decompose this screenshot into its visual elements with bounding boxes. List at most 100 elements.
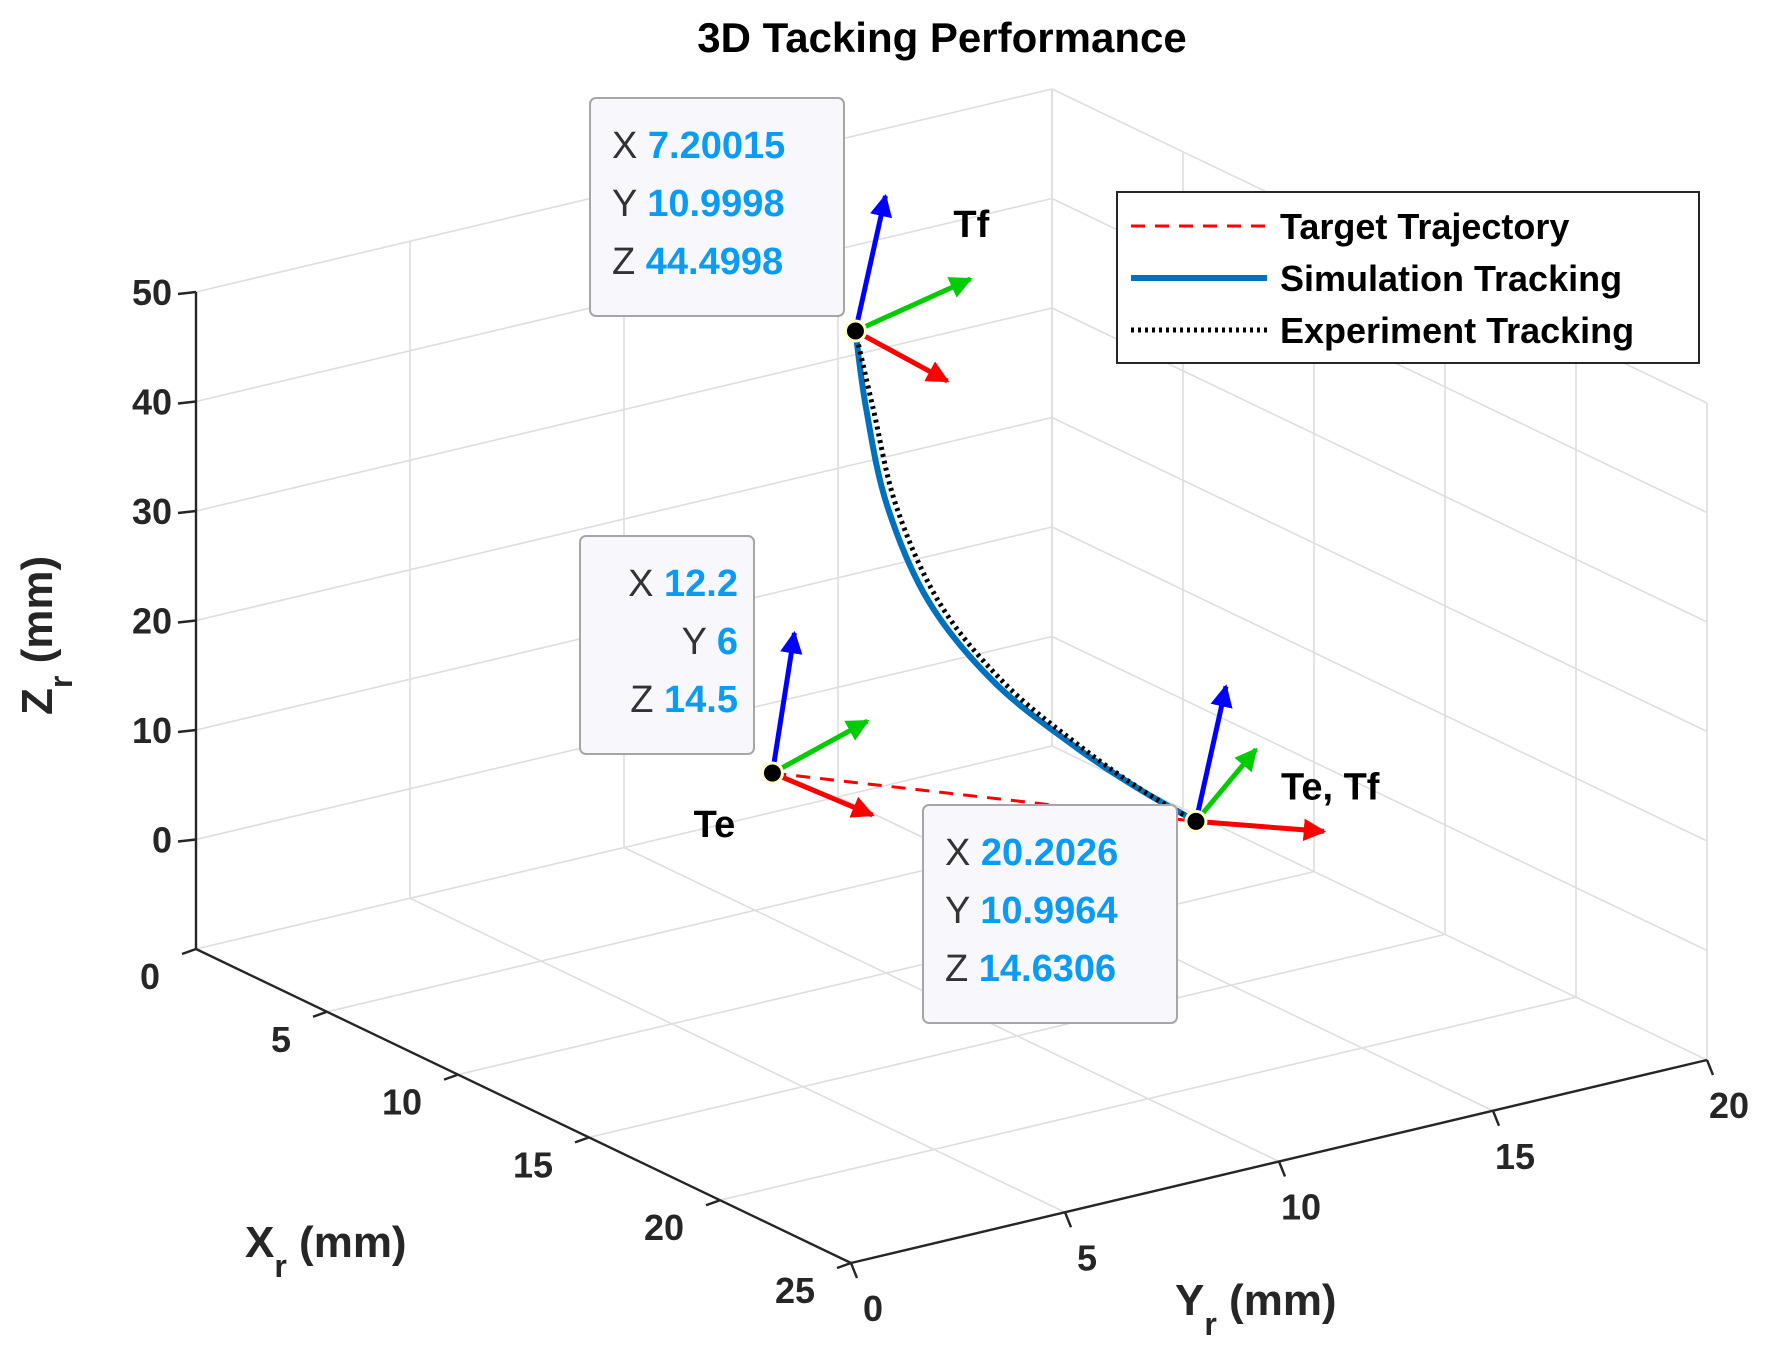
z-tick-label: 20: [132, 601, 172, 642]
x-tick-label: 0: [140, 956, 160, 997]
z-axis-label: Zr (mm): [13, 556, 79, 715]
datatip-box: [922, 804, 1178, 1024]
y-tick-label: 15: [1495, 1136, 1535, 1177]
z-axis-label-unit: (mm): [13, 556, 62, 676]
frame-y-arrow: [771, 718, 870, 776]
y-tick-mark: [1705, 1059, 1715, 1076]
y-axis-label-main: Y: [1175, 1276, 1204, 1325]
x-axis-label-main: X: [245, 1218, 274, 1267]
x-axis-label-sub: r: [274, 1248, 286, 1284]
series-line-simulation-tracking: [852, 330, 1198, 825]
z-tick-mark: [177, 838, 197, 843]
y-axis-label-sub: r: [1204, 1306, 1216, 1342]
z-tick-label: 10: [132, 710, 172, 751]
x-tick-label: 10: [382, 1082, 422, 1123]
x-axis-label-unit: (mm): [287, 1218, 407, 1267]
frames-group: Tf Te Te, Tf: [694, 193, 1380, 846]
frame-label: Tf: [953, 204, 989, 246]
z-tick-label: 30: [132, 491, 172, 532]
y-tick-mark: [1491, 1110, 1501, 1127]
datatip-box: [579, 535, 755, 755]
x-tick-mark: [181, 947, 197, 956]
grid-line: [195, 416, 1053, 622]
datatip-value: 20.2026: [981, 832, 1118, 874]
datatip-value: 44.4998: [646, 241, 783, 283]
grid-line: [1051, 416, 1708, 733]
z-tick-mark: [177, 400, 197, 405]
datatip-key: Z: [612, 241, 646, 283]
datatip-key: X: [612, 125, 648, 167]
series-group: [772, 330, 1198, 825]
datatip-value: 14.6306: [979, 948, 1116, 990]
legend: Target Trajectory Simulation Tracking Ex…: [1116, 191, 1700, 364]
frame-2: Te, Tf: [1184, 684, 1380, 842]
z-tick-label: 0: [152, 820, 172, 861]
z-axis-label-main: Z: [13, 688, 62, 715]
datatip-key: X: [945, 832, 981, 874]
legend-label-target: Target Trajectory: [1280, 206, 1569, 247]
grid-line: [1051, 745, 1708, 1061]
datatip-value: 14.5: [664, 679, 738, 721]
datatip-1: X 12.2 Y 6 Z 14.5: [579, 535, 755, 755]
datatip-row: X 7.20015: [612, 125, 785, 167]
legend-label-simulation: Simulation Tracking: [1280, 258, 1622, 299]
datatip-row: Z 14.6306: [945, 948, 1116, 990]
y-tick-mark: [849, 1262, 859, 1279]
series-line-experiment-tracking: [852, 330, 1198, 824]
datatip-value: 12.2: [664, 563, 738, 605]
frame-label: Te: [694, 804, 736, 846]
y-tick-label: 0: [863, 1288, 883, 1329]
datatip-row: X 12.2: [628, 563, 738, 605]
y-axis-label: Yr (mm): [1175, 1276, 1337, 1342]
y-tick-label: 20: [1709, 1085, 1749, 1126]
frame-z-arrow: [769, 630, 803, 774]
frame-point-marker: [843, 319, 867, 343]
x-tick-label: 25: [775, 1270, 815, 1311]
x-tick-label: 5: [271, 1019, 291, 1060]
datatip-value: 10.9998: [647, 183, 784, 225]
x-tick-label: 15: [513, 1144, 553, 1185]
datatip-row: Y 10.9964: [945, 890, 1118, 932]
z-tick-mark: [177, 728, 197, 734]
frame-z-arrow: [1193, 684, 1233, 822]
datatip-key: Y: [682, 621, 717, 663]
x-tick-mark: [443, 1073, 459, 1081]
datatip-row: Z 44.4998: [612, 241, 783, 283]
y-tick-mark: [1063, 1211, 1073, 1228]
datatip-box: [589, 97, 845, 317]
x-axis-line: [195, 947, 852, 1265]
x-tick-mark: [312, 1010, 328, 1018]
datatip-key: Z: [945, 948, 979, 990]
frame-x-arrow: [1195, 818, 1327, 842]
datatip-row: Z 14.5: [630, 679, 738, 721]
frame-label: Te, Tf: [1281, 766, 1380, 808]
datatip-value: 6: [717, 621, 738, 663]
datatip-value: 10.9964: [980, 890, 1117, 932]
frame-z-arrow: [852, 193, 893, 332]
datatips-group: X 7.20015 Y 10.9998 Z 44.4998 X 12.2 Y 6 Z 14…: [579, 97, 1178, 1024]
y-tick-label: 5: [1077, 1237, 1097, 1278]
axes: [177, 290, 1715, 1279]
x-axis-label: Xr (mm): [245, 1218, 407, 1284]
frame-x-arrow: [854, 328, 950, 384]
chart-title: 3D Tacking Performance: [697, 14, 1186, 61]
z-tick-mark: [177, 509, 197, 515]
frame-x-arrow: [771, 770, 875, 818]
tick-labels: 0 10 20 30 40 50 0 5 10 15 20 25 0 5 10 15 20: [132, 272, 1749, 1329]
y-tick-label: 10: [1281, 1187, 1321, 1228]
frame-0: Tf: [843, 193, 990, 384]
frame-1: Te: [694, 630, 875, 846]
grid-line: [195, 307, 1053, 512]
datatip-value: 7.20015: [648, 125, 785, 167]
y-tick-mark: [1277, 1161, 1287, 1177]
datatip-row: Y 10.9998: [612, 183, 785, 225]
legend-label-experiment: Experiment Tracking: [1280, 310, 1634, 351]
z-axis-label-sub: r: [43, 676, 79, 688]
frame-point-marker: [1184, 809, 1208, 833]
frame-y-arrow: [1194, 747, 1258, 824]
z-tick-label: 50: [132, 272, 172, 313]
y-axis-label-unit: (mm): [1217, 1276, 1337, 1325]
x-tick-mark: [705, 1199, 721, 1207]
grid-line: [409, 897, 1066, 1213]
